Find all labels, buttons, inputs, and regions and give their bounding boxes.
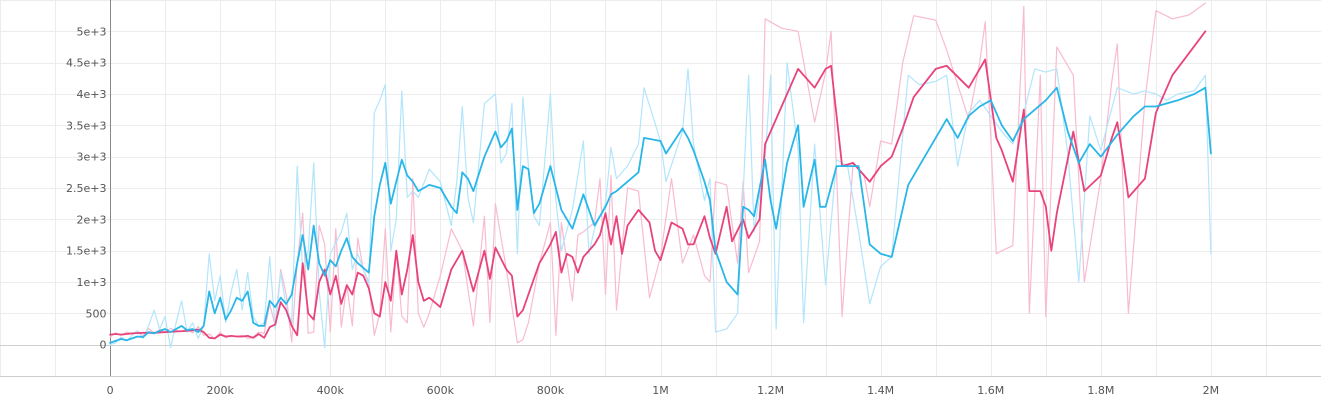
- y-tick-label: 3.5e+3: [66, 119, 106, 132]
- y-tick-label: 1e+3: [77, 276, 107, 289]
- series-line-smoothed-2: [109, 30, 1207, 340]
- axes: [0, 0, 1321, 377]
- y-tick-label: 1.5e+3: [66, 245, 106, 258]
- series-line-raw-0: [109, 2, 1206, 344]
- x-tick-label: 1.8M: [1087, 384, 1114, 397]
- y-tick-label: 2e+3: [77, 213, 107, 226]
- y-tick-label: 2.5e+3: [66, 182, 106, 195]
- x-tick-label: 600k: [427, 384, 455, 397]
- x-tick-label: 1.4M: [867, 384, 894, 397]
- series-line-raw-1: [109, 62, 1212, 349]
- x-tick-label: 1.6M: [977, 384, 1004, 397]
- y-tick-label: 3e+3: [77, 151, 107, 164]
- x-tick-label: 800k: [537, 384, 565, 397]
- x-tick-label: 400k: [317, 384, 345, 397]
- x-tick-label: 2M: [1203, 384, 1220, 397]
- series-layer: [109, 2, 1212, 349]
- y-tick-label: 0: [100, 339, 107, 352]
- x-tick-label: 0: [107, 384, 114, 397]
- x-tick-label: 1M: [652, 384, 669, 397]
- y-tick-label: 500: [86, 307, 107, 320]
- x-tick-label: 200k: [206, 384, 234, 397]
- y-tick-label: 5e+3: [77, 25, 107, 38]
- tick-labels: 0 200k 400k 600k 800k 1M 1.2M 1.4M 1.6M 1.8M 2M 0 50…: [66, 25, 1219, 397]
- x-tick-label: 1.2M: [757, 384, 784, 397]
- series-line-smoothed-3: [109, 86, 1212, 344]
- y-tick-label: 4e+3: [77, 88, 107, 101]
- y-tick-label: 4.5e+3: [66, 57, 106, 70]
